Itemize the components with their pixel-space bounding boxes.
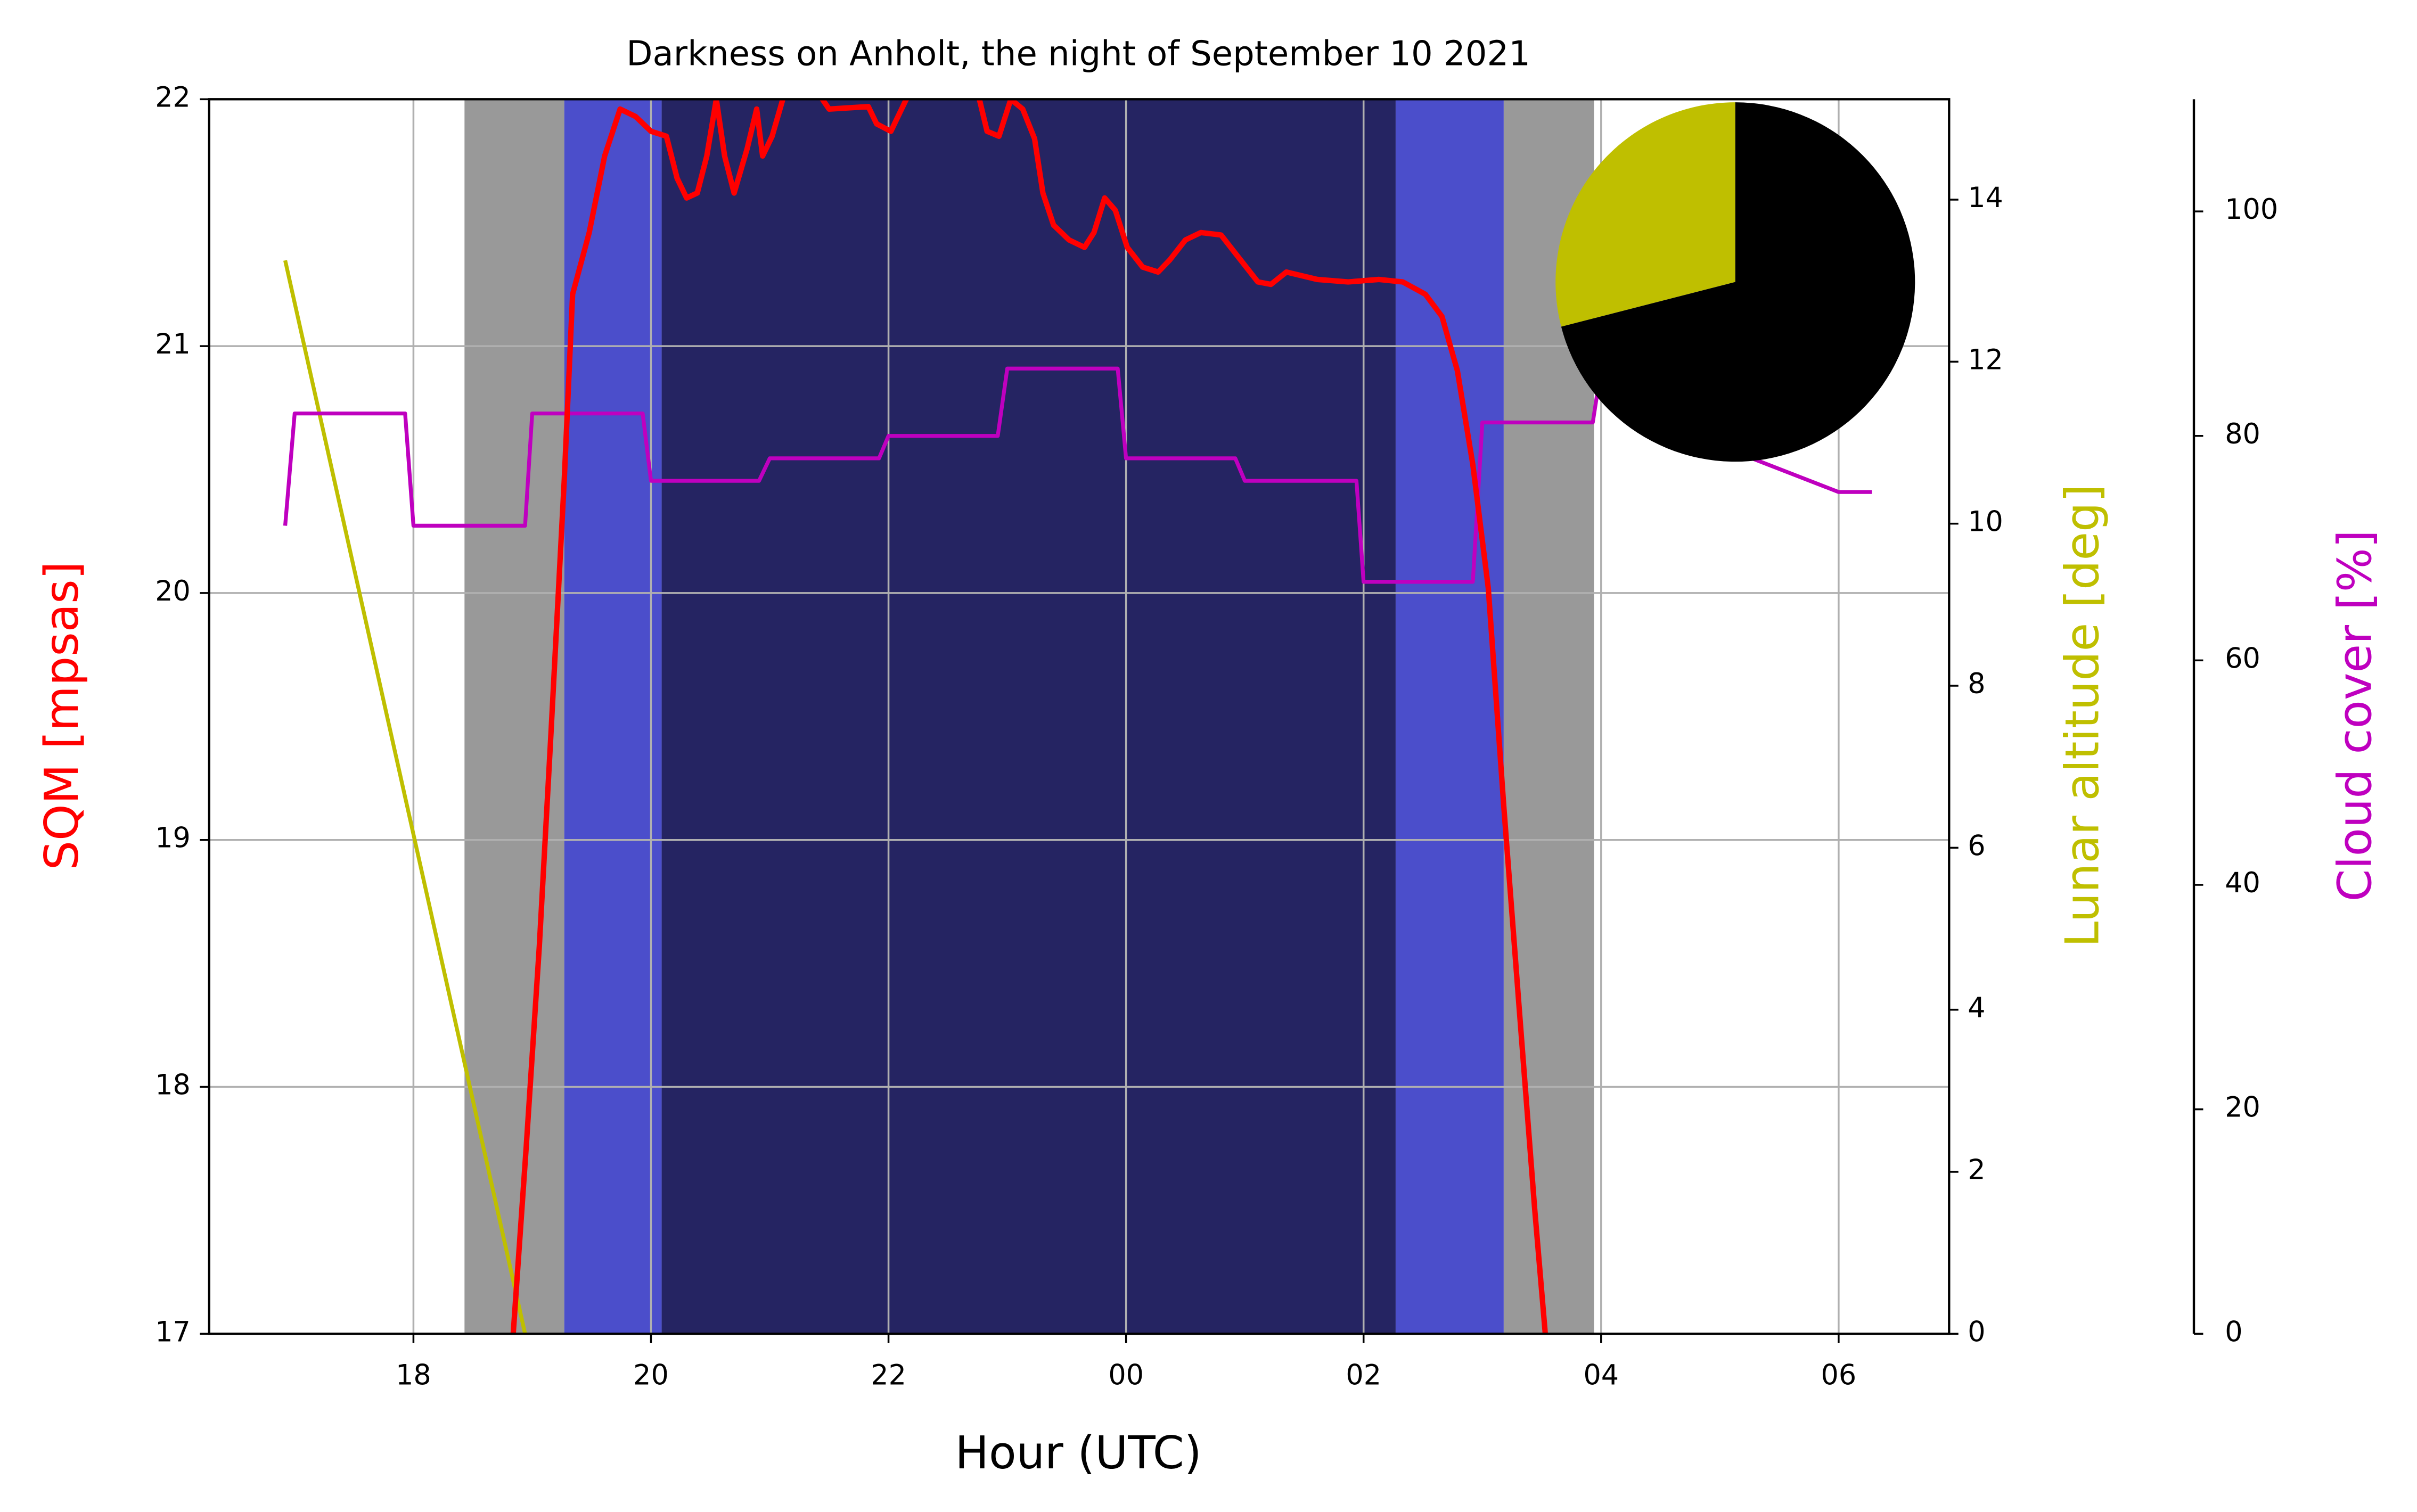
twilight-band — [464, 99, 564, 1334]
y-tick-label: 19 — [155, 822, 191, 854]
x-tick-label: 06 — [1821, 1359, 1857, 1392]
y3-tick-label: 20 — [2225, 1091, 2260, 1124]
y-tick-label: 18 — [155, 1069, 191, 1101]
x-tick-label: 02 — [1346, 1359, 1381, 1392]
y3-axis-label: Cloud cover [%] — [2328, 530, 2382, 901]
x-tick-label: 18 — [396, 1359, 431, 1392]
y-tick-label: 22 — [155, 81, 191, 113]
x-tick-label: 04 — [1583, 1359, 1619, 1392]
plot-area — [209, 99, 1949, 1334]
twilight-band — [661, 99, 1396, 1334]
plot-frame — [208, 98, 1951, 1335]
y3-tick-label: 40 — [2225, 867, 2260, 899]
y3-tick-label: 80 — [2225, 418, 2260, 450]
y2-tick-label: 14 — [1968, 182, 2003, 214]
y2-tick-label: 12 — [1968, 343, 2003, 376]
y2-tick-label: 4 — [1968, 992, 1985, 1024]
y-tick-label: 17 — [155, 1316, 191, 1348]
y2-tick-label: 8 — [1968, 668, 1985, 700]
y-tick-label: 21 — [155, 328, 191, 360]
x-tick-label: 22 — [871, 1359, 906, 1392]
y-tick-label: 20 — [155, 575, 191, 607]
chart-title: Darkness on Anholt, the night of Septemb… — [626, 34, 1530, 73]
data-line — [283, 260, 527, 1334]
y2-tick-label: 6 — [1968, 829, 1985, 862]
twilight-band — [564, 99, 662, 1334]
y3-tick-label: 60 — [2225, 642, 2260, 675]
y-axis-label: SQM [mpsas] — [35, 561, 89, 870]
x-tick-label: 20 — [633, 1359, 669, 1392]
x-tick-label: 00 — [1108, 1359, 1144, 1392]
pie-wedge — [1555, 102, 1735, 327]
x-axis-label: Hour (UTC) — [955, 1427, 1202, 1479]
axes: 18 20 22 00 02 04 0617181920212202468101214020… — [155, 81, 2278, 1391]
y2-tick-label: 2 — [1968, 1154, 1985, 1186]
y2-tick-label: 0 — [1968, 1316, 1985, 1348]
y2-tick-label: 10 — [1968, 506, 2003, 538]
y3-tick-label: 100 — [2225, 193, 2278, 226]
y2-axis-label: Lunar altitude [deg] — [2055, 484, 2109, 947]
twilight-band — [1395, 99, 1504, 1334]
data-line — [510, 99, 1548, 1334]
y3-tick-label: 0 — [2225, 1316, 2242, 1348]
pie-wedge — [1561, 102, 1915, 462]
